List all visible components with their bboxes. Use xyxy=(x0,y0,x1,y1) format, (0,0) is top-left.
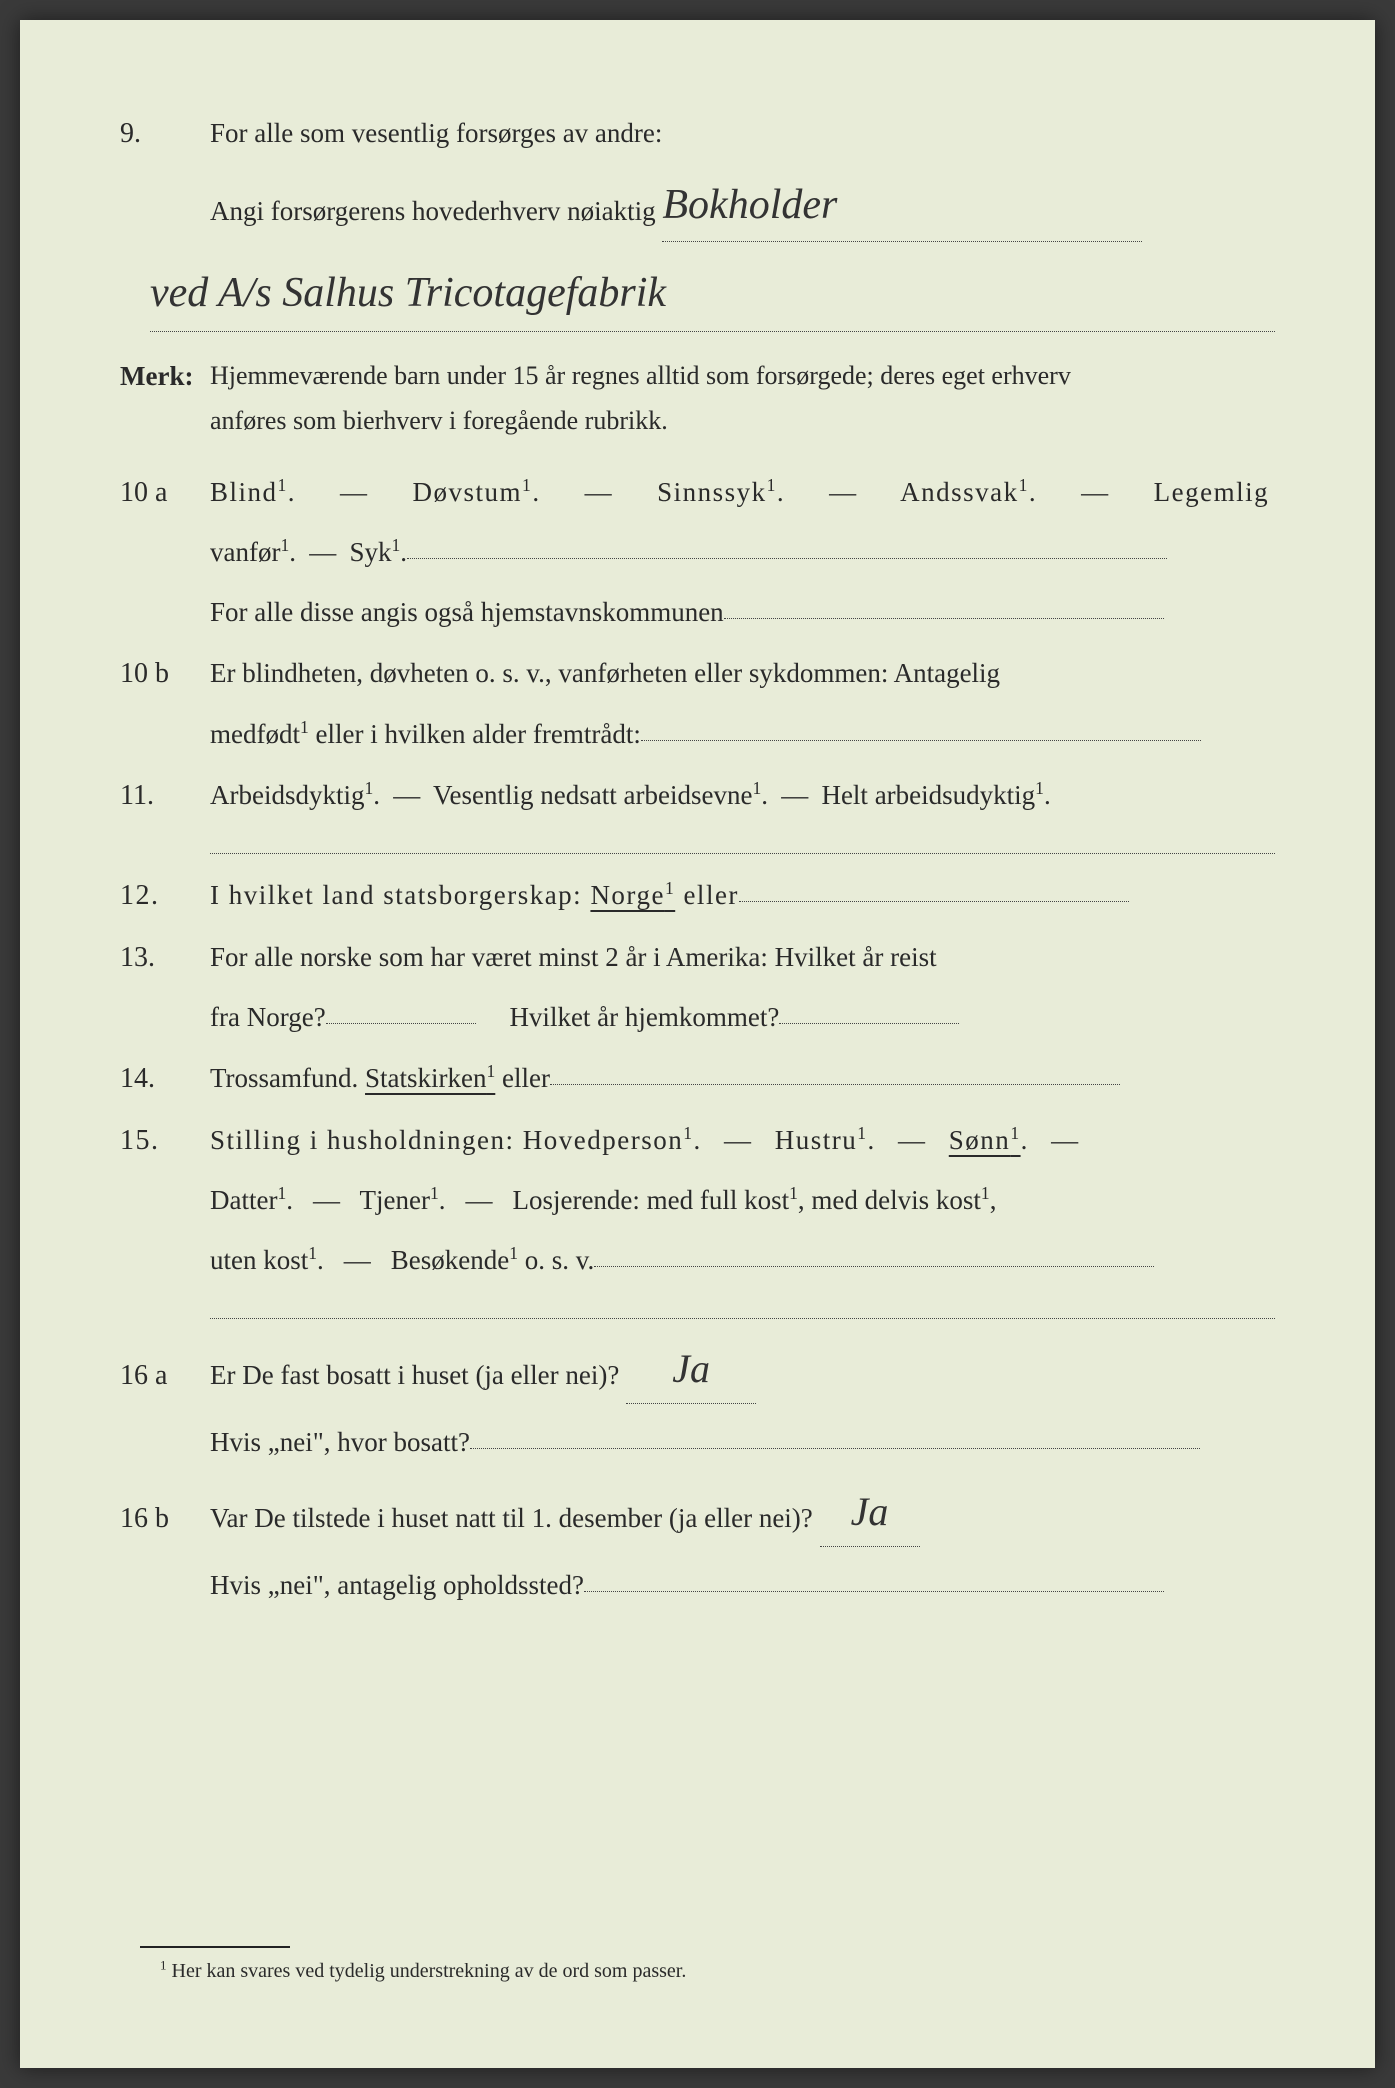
q16b-fill: Ja xyxy=(820,1478,920,1547)
footnote-text: Her kan svares ved tydelig understreknin… xyxy=(172,1960,687,1982)
merk-content: Hjemmeværende barn under 15 år regnes al… xyxy=(210,354,1275,442)
q9-line2-row: Angi forsørgerens hovederhverv nøiaktig … xyxy=(120,172,1275,244)
q14-pre: Trossamfund. xyxy=(210,1063,365,1093)
q15-num: 15. xyxy=(120,1117,210,1165)
q12-num: 12. xyxy=(120,872,210,920)
q9-num: 9. xyxy=(120,110,210,158)
footnote-sup: 1 xyxy=(160,1957,167,1972)
q14-opt: Statskirken1 xyxy=(365,1063,495,1093)
q10a: 10 a Blind1. — Døvstum1. — Sinnssyk1. — … xyxy=(120,469,1275,517)
q10b-l2b: eller i hvilken alder fremtrådt: xyxy=(316,719,641,749)
q10b-l2a: medfødt xyxy=(210,719,300,749)
q11-num: 11. xyxy=(120,772,210,820)
q10a-l2a: vanfør xyxy=(210,537,280,567)
q13: 13. For alle norske som har været minst … xyxy=(120,934,1275,982)
q15-o5: Tjener xyxy=(360,1185,430,1215)
q10b-num: 10 b xyxy=(120,650,210,698)
q9-hand1: Bokholder xyxy=(662,182,837,228)
q12: 12. I hvilket land statsborgerskap: Norg… xyxy=(120,872,1275,920)
q16a-fill: Ja xyxy=(626,1335,756,1404)
q15-l3b: Besøkende xyxy=(391,1245,509,1275)
q12-opt: Norge1 xyxy=(590,880,675,910)
q10a-p2: Døvstum xyxy=(413,477,523,507)
q15-l3a: uten kost xyxy=(210,1245,308,1275)
q15-o3: Sønn1 xyxy=(949,1125,1021,1155)
q11-p3: Helt arbeidsudyktig xyxy=(821,780,1035,810)
q15-line3: uten kost1. — Besøkende1 o. s. v. xyxy=(120,1238,1275,1284)
q10a-p4: Andssvak xyxy=(900,477,1019,507)
q11-p2: Vesentlig nedsatt arbeidsevne xyxy=(433,780,752,810)
q15-mid: Losjerende: med full kost xyxy=(512,1185,789,1215)
q10a-p1: Blind xyxy=(210,477,278,507)
q16a-line2: Hvis „nei", hvor bosatt? xyxy=(120,1420,1275,1466)
q16b-l2pre: Hvis xyxy=(210,1570,268,1600)
merk-row: Merk: Hjemmeværende barn under 15 år reg… xyxy=(120,354,1275,442)
q13-l2a: fra Norge? xyxy=(210,1002,326,1032)
q16a-l1: Er De fast bosatt i huset (ja eller nei)… xyxy=(210,1360,619,1390)
q9-hand2-row: ved A/s Salhus Tricotagefabrik xyxy=(150,258,1275,332)
q15-o1: Hovedperson xyxy=(523,1125,683,1155)
q12-post: eller xyxy=(683,880,738,910)
q10a-l3: For alle disse angis også hjemstavnskomm… xyxy=(210,597,724,627)
q16a-l2q: „nei" xyxy=(268,1427,324,1457)
q10a-p5: Legemlig xyxy=(1154,477,1269,507)
q14: 14. Trossamfund. Statskirken1 eller xyxy=(120,1055,1275,1103)
q16b-l2q: „nei" xyxy=(268,1570,324,1600)
q9-hand2: ved A/s Salhus Tricotagefabrik xyxy=(150,270,666,316)
q16a-hand: Ja xyxy=(672,1346,710,1391)
q13-num: 13. xyxy=(120,934,210,982)
merk-text1: Hjemmeværende barn under 15 år regnes al… xyxy=(210,354,1275,398)
q10a-p3: Sinnssyk xyxy=(657,477,767,507)
merk-label: Merk: xyxy=(120,354,210,442)
q16b: 16 b Var De tilstede i huset natt til 1.… xyxy=(120,1480,1275,1549)
q10b-line2: medfødt1 eller i hvilken alder fremtrådt… xyxy=(120,712,1275,758)
q9-line2-text: Angi forsørgerens hovederhverv nøiaktig xyxy=(210,196,656,226)
q16b-num: 16 b xyxy=(120,1495,210,1543)
q10b-l1: Er blindheten, døvheten o. s. v., vanfør… xyxy=(210,658,1000,688)
q10b-content: Er blindheten, døvheten o. s. v., vanfør… xyxy=(210,651,1275,697)
census-form-page: 9. For alle som vesentlig forsørges av a… xyxy=(20,20,1375,2068)
q10a-line3: For alle disse angis også hjemstavnskomm… xyxy=(120,590,1275,636)
q13-line2: fra Norge? Hvilket år hjemkommet? xyxy=(120,995,1275,1041)
q11: 11. Arbeidsdyktig1. — Vesentlig nedsatt … xyxy=(120,772,1275,820)
q15: 15. Stilling i husholdningen: Hovedperso… xyxy=(120,1117,1275,1165)
q11-p1: Arbeidsdyktig xyxy=(210,780,365,810)
q15-mid2: , med delvis kost xyxy=(798,1185,981,1215)
merk-text2: anføres som bierhverv i foregående rubri… xyxy=(210,399,1275,443)
q9: 9. For alle som vesentlig forsørges av a… xyxy=(120,110,1275,158)
q13-l1: For alle norske som har været minst 2 år… xyxy=(210,942,937,972)
q15-l3c: o. s. v. xyxy=(525,1245,595,1275)
q16b-hand: Ja xyxy=(851,1489,889,1534)
q10a-l2b: Syk xyxy=(349,537,391,567)
q16b-l1: Var De tilstede i huset natt til 1. dese… xyxy=(210,1503,813,1533)
footnote: 1 Her kan svares ved tydelig understrekn… xyxy=(160,1954,686,1988)
q16a-num: 16 a xyxy=(120,1352,210,1400)
q16a-l2post: , hvor bosatt? xyxy=(324,1427,470,1457)
q9-content: For alle som vesentlig forsørges av andr… xyxy=(210,111,1275,157)
q12-pre: I hvilket land statsborgerskap: xyxy=(210,880,590,910)
q10a-content: Blind1. — Døvstum1. — Sinnssyk1. — Andss… xyxy=(210,470,1275,516)
q13-l2b: Hvilket år hjemkommet? xyxy=(509,1002,779,1032)
q10b: 10 b Er blindheten, døvheten o. s. v., v… xyxy=(120,650,1275,698)
q16b-l2post: , antagelig opholdssted? xyxy=(324,1570,584,1600)
q15-line2: Datter1. — Tjener1. — Losjerende: med fu… xyxy=(120,1178,1275,1224)
q16b-line2: Hvis „nei", antagelig opholdssted? xyxy=(120,1563,1275,1609)
q9-line2: Angi forsørgerens hovederhverv nøiaktig … xyxy=(210,172,1275,244)
q9-line1: For alle som vesentlig forsørges av andr… xyxy=(210,111,1275,157)
q14-num: 14. xyxy=(120,1055,210,1103)
q16a: 16 a Er De fast bosatt i huset (ja eller… xyxy=(120,1337,1275,1406)
q9-fill1: Bokholder xyxy=(662,170,1142,242)
q14-post: eller xyxy=(502,1063,550,1093)
q15-o4: Datter xyxy=(210,1185,277,1215)
q16a-l2pre: Hvis xyxy=(210,1427,268,1457)
q10a-line2: vanfør1. — Syk1. xyxy=(120,530,1275,576)
footnote-rule xyxy=(140,1946,290,1948)
q10a-num: 10 a xyxy=(120,469,210,517)
q15-pre: Stilling i husholdningen: xyxy=(210,1125,523,1155)
q15-o2: Hustru xyxy=(775,1125,858,1155)
